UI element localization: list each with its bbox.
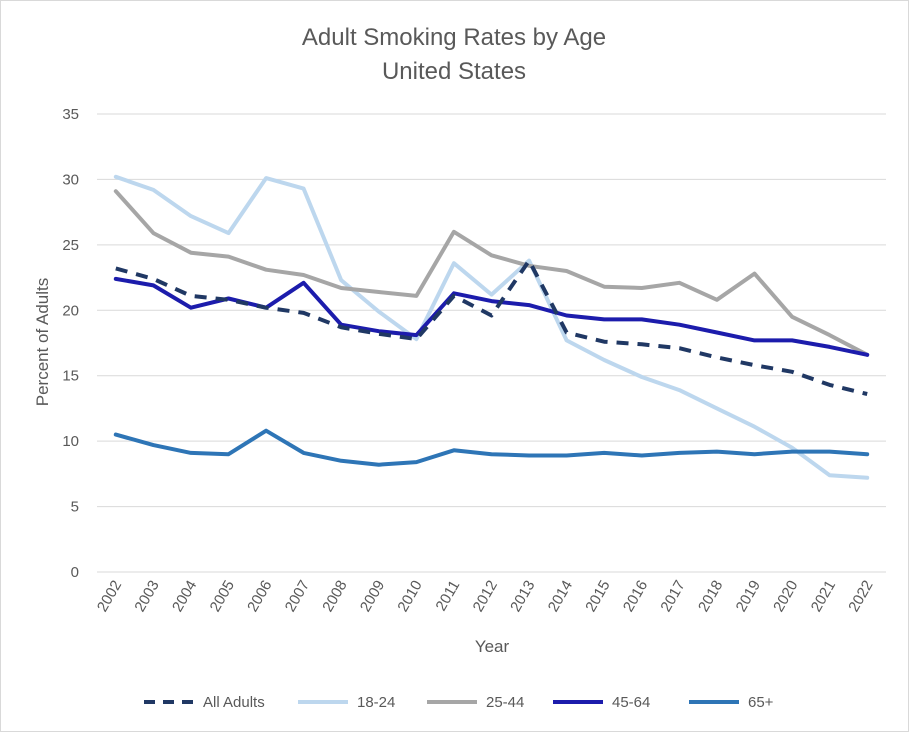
series-line — [113, 189, 870, 357]
series-line — [113, 428, 870, 467]
x-tick-label: 2008 — [319, 578, 350, 615]
x-tick-label: 2020 — [770, 578, 801, 615]
x-tick-label: 2016 — [620, 578, 651, 615]
x-tick-label: 2009 — [357, 578, 388, 615]
x-tick-label: 2015 — [582, 578, 613, 615]
chart-subtitle: United States — [382, 58, 526, 85]
y-axis-ticks: 0 5 10 15 20 25 30 35 — [62, 106, 79, 581]
x-tick-label: 2022 — [845, 578, 876, 615]
x-tick-label: 2021 — [808, 578, 839, 615]
y-tick-label: 25 — [62, 237, 79, 254]
series-lines — [113, 174, 870, 480]
series-line — [113, 174, 870, 480]
x-tick-label: 2019 — [733, 578, 764, 615]
legend-label: 45-64 — [612, 694, 650, 711]
x-tick-label: 2018 — [695, 578, 726, 615]
x-tick-label: 2010 — [394, 578, 425, 615]
legend: All Adults 18-24 25-44 45-64 65+ — [144, 694, 774, 711]
gridlines — [97, 113, 886, 573]
x-tick-label: 2002 — [94, 578, 125, 615]
x-axis-title: Year — [475, 637, 510, 656]
x-tick-label: 2013 — [507, 578, 538, 615]
x-tick-label: 2017 — [657, 578, 688, 615]
y-tick-label: 5 — [71, 499, 79, 516]
x-tick-label: 2005 — [207, 578, 238, 615]
legend-label: All Adults — [203, 694, 265, 711]
x-tick-label: 2003 — [131, 578, 162, 615]
y-tick-label: 0 — [71, 564, 79, 581]
legend-label: 25-44 — [486, 694, 524, 711]
x-tick-label: 2011 — [433, 578, 464, 614]
x-tick-label: 2006 — [244, 578, 275, 615]
y-tick-label: 15 — [62, 368, 79, 385]
y-axis-title: Percent of Adults — [33, 278, 52, 407]
series-line — [115, 258, 868, 396]
legend-label: 65+ — [748, 694, 774, 711]
x-tick-label: 2012 — [470, 578, 501, 615]
x-tick-label: 2004 — [169, 578, 200, 615]
y-tick-label: 10 — [62, 433, 79, 450]
x-axis-ticks: 2002 2003 2004 2005 2006 2007 2008 2009 2010 2011… — [94, 578, 877, 615]
chart-title: Adult Smoking Rates by Age — [302, 24, 606, 51]
y-tick-label: 20 — [62, 302, 79, 319]
y-tick-label: 30 — [62, 171, 79, 188]
legend-label: 18-24 — [357, 694, 395, 711]
x-tick-label: 2007 — [282, 578, 313, 615]
x-tick-label: 2014 — [545, 578, 576, 615]
y-tick-label: 35 — [62, 106, 79, 123]
